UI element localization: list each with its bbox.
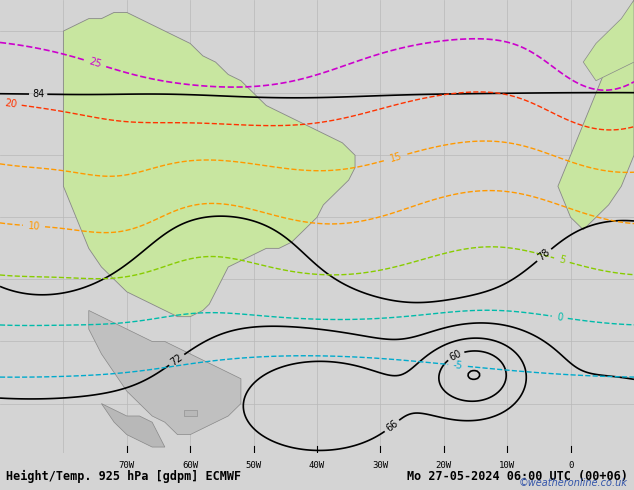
Text: 25: 25 (88, 57, 103, 70)
Text: 0: 0 (568, 462, 573, 470)
Polygon shape (63, 12, 355, 317)
Text: 50W: 50W (245, 462, 262, 470)
Text: 20W: 20W (436, 462, 452, 470)
Text: 20: 20 (4, 98, 17, 110)
Polygon shape (101, 404, 165, 447)
Text: 10: 10 (27, 220, 41, 231)
Text: Height/Temp. 925 hPa [gdpm] ECMWF: Height/Temp. 925 hPa [gdpm] ECMWF (6, 469, 242, 483)
Text: -5: -5 (453, 360, 463, 371)
Text: 10W: 10W (499, 462, 515, 470)
Text: 72: 72 (169, 352, 184, 368)
Text: 60W: 60W (182, 462, 198, 470)
Text: Mo 27-05-2024 06:00 UTC (00+06): Mo 27-05-2024 06:00 UTC (00+06) (407, 469, 628, 483)
Text: 78: 78 (536, 247, 552, 263)
Text: 15: 15 (389, 150, 404, 164)
Polygon shape (583, 0, 634, 81)
Text: 84: 84 (32, 89, 44, 99)
Polygon shape (89, 311, 241, 435)
Text: ©weatheronline.co.uk: ©weatheronline.co.uk (519, 478, 628, 488)
Text: 5: 5 (557, 254, 566, 266)
Text: 70W: 70W (119, 462, 135, 470)
Text: 0: 0 (556, 312, 564, 322)
Text: 40W: 40W (309, 462, 325, 470)
Text: 30W: 30W (372, 462, 389, 470)
Text: 60: 60 (448, 348, 463, 363)
Polygon shape (184, 410, 197, 416)
Text: 66: 66 (384, 418, 400, 434)
Polygon shape (558, 0, 634, 230)
